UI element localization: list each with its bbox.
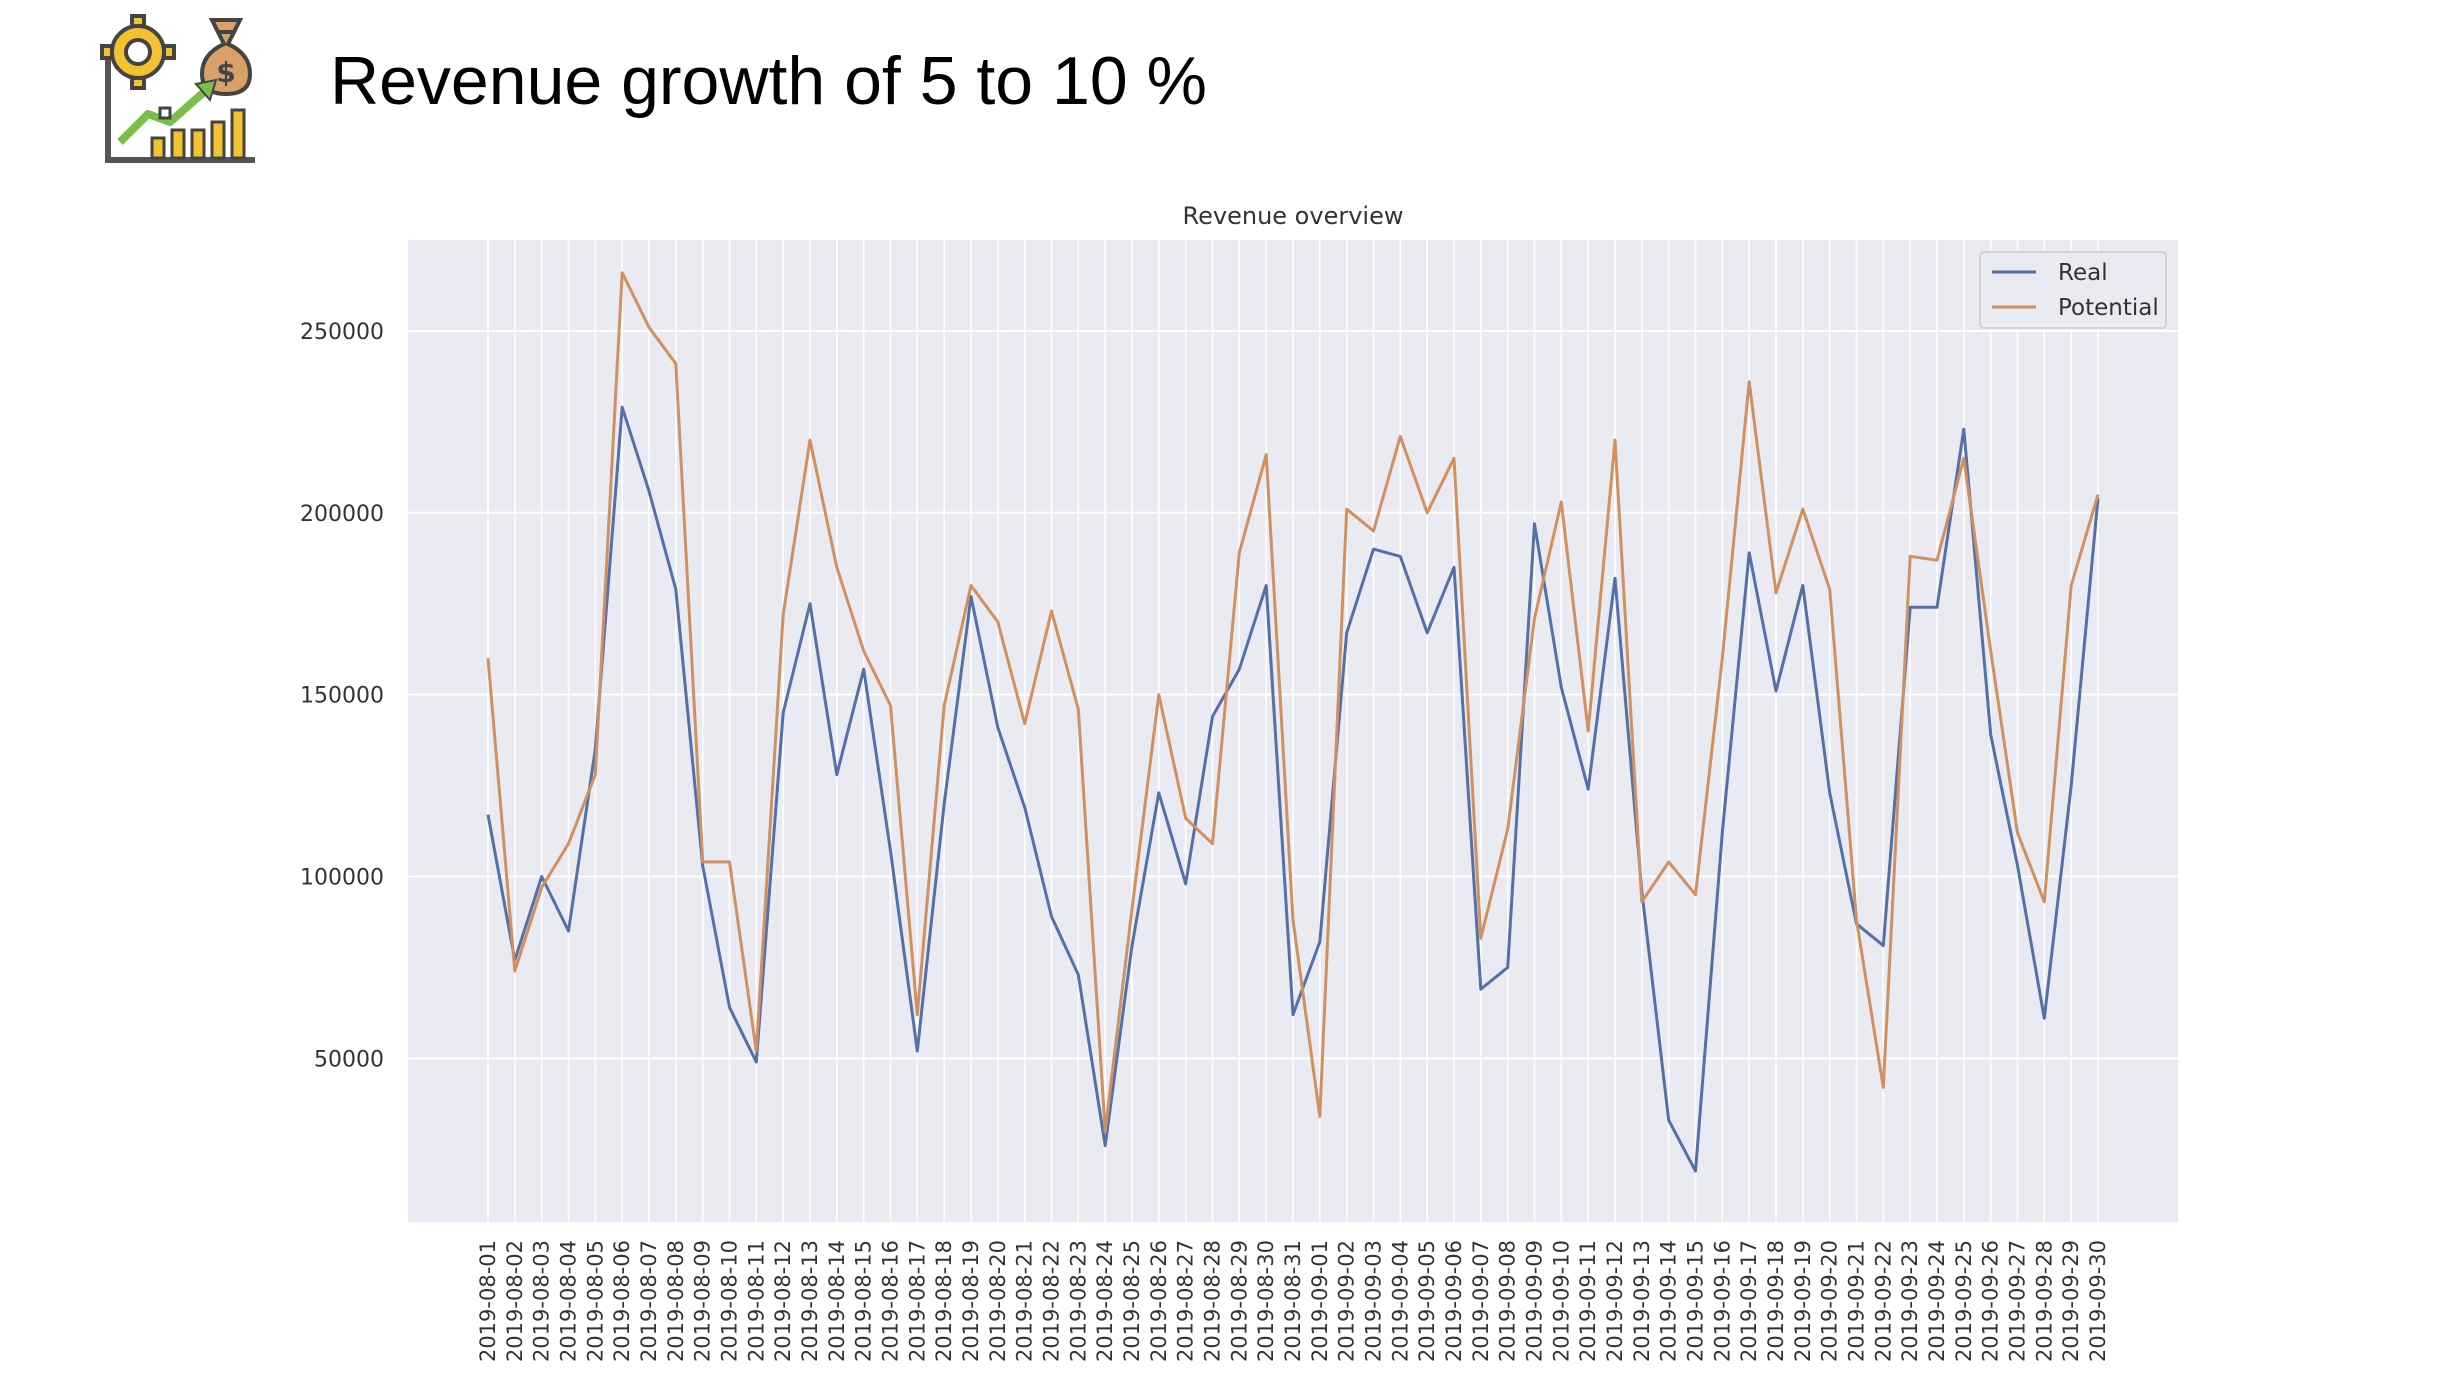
x-tick-label: 2019-08-04 — [557, 1240, 581, 1362]
x-tick-label: 2019-08-11 — [744, 1240, 768, 1362]
x-tick-label: 2019-09-11 — [1576, 1240, 1600, 1362]
gridlines — [408, 240, 2178, 1222]
x-tick-label: 2019-08-22 — [1040, 1240, 1064, 1362]
x-tick-label: 2019-09-02 — [1335, 1240, 1359, 1362]
x-tick-label: 2019-08-28 — [1201, 1240, 1225, 1362]
x-tick-label: 2019-09-09 — [1523, 1240, 1547, 1362]
x-tick-label: 2019-08-12 — [771, 1240, 795, 1362]
x-tick-label: 2019-09-16 — [1710, 1240, 1734, 1362]
y-tick-label: 150000 — [300, 684, 384, 709]
x-tick-label: 2019-08-08 — [664, 1240, 688, 1362]
x-tick-label: 2019-09-25 — [1952, 1240, 1976, 1362]
x-tick-label: 2019-09-12 — [1603, 1240, 1627, 1362]
x-tick-label: 2019-09-07 — [1469, 1240, 1493, 1362]
x-tick-label: 2019-09-15 — [1684, 1240, 1708, 1362]
x-tick-label: 2019-09-24 — [1925, 1240, 1949, 1362]
x-tick-label: 2019-09-01 — [1308, 1240, 1332, 1362]
x-tick-label: 2019-09-18 — [1764, 1240, 1788, 1362]
legend: Real Potential — [1979, 251, 2167, 329]
revenue-growth-icon: $ — [100, 14, 255, 163]
series-lines — [486, 271, 2100, 1173]
x-tick-label: 2019-08-02 — [503, 1240, 527, 1362]
x-tick-label: 2019-09-03 — [1362, 1240, 1386, 1362]
x-tick-label: 2019-09-23 — [1898, 1240, 1922, 1362]
x-tick-label: 2019-09-10 — [1549, 1240, 1573, 1362]
x-tick-label: 2019-08-23 — [1066, 1240, 1090, 1362]
chart-title: Revenue overview — [1183, 202, 1404, 230]
x-tick-label: 2019-09-20 — [1818, 1240, 1842, 1362]
x-tick-label: 2019-09-22 — [1871, 1240, 1895, 1362]
x-tick-label: 2019-08-13 — [798, 1240, 822, 1362]
legend-label-potential: Potential — [2058, 295, 2159, 321]
x-tick-label: 2019-08-06 — [610, 1240, 634, 1362]
svg-text:$: $ — [216, 56, 235, 89]
y-tick-labels: 50000 100000 150000 200000 250000 — [300, 320, 384, 1072]
x-tick-label: 2019-08-07 — [637, 1240, 661, 1362]
x-tick-label: 2019-08-03 — [530, 1240, 554, 1362]
x-tick-label: 2019-08-31 — [1281, 1240, 1305, 1362]
x-tick-label: 2019-08-26 — [1147, 1240, 1171, 1362]
x-tick-label: 2019-08-09 — [691, 1240, 715, 1362]
legend-label-real: Real — [2058, 260, 2108, 286]
x-tick-label: 2019-09-30 — [2086, 1240, 2110, 1362]
x-tick-label: 2019-09-28 — [2032, 1240, 2056, 1362]
x-tick-label: 2019-09-04 — [1388, 1240, 1412, 1362]
x-tick-label: 2019-09-05 — [1415, 1240, 1439, 1362]
x-tick-label: 2019-08-30 — [1254, 1240, 1278, 1362]
x-tick-label: 2019-09-21 — [1845, 1240, 1869, 1362]
x-tick-label: 2019-08-16 — [879, 1240, 903, 1362]
x-tick-label: 2019-08-20 — [986, 1240, 1010, 1362]
y-tick-label: 100000 — [300, 865, 384, 890]
x-tick-label: 2019-08-15 — [852, 1240, 876, 1362]
x-tick-labels: 2019-08-01 2019-08-02 2019-08-03 2019-08-04… — [476, 1240, 2110, 1362]
series-line-real — [486, 405, 2100, 1173]
x-tick-label: 2019-08-29 — [1227, 1240, 1251, 1362]
x-tick-label: 2019-08-21 — [1013, 1240, 1037, 1362]
x-tick-label: 2019-08-14 — [825, 1240, 849, 1362]
y-tick-label: 250000 — [300, 320, 384, 345]
x-tick-label: 2019-09-06 — [1442, 1240, 1466, 1362]
x-tick-label: 2019-09-29 — [2059, 1240, 2083, 1362]
x-tick-label: 2019-09-27 — [2006, 1240, 2030, 1362]
y-tick-label: 50000 — [314, 1047, 384, 1072]
x-tick-label: 2019-08-19 — [959, 1240, 983, 1362]
x-tick-label: 2019-08-27 — [1174, 1240, 1198, 1362]
x-tick-label: 2019-08-10 — [718, 1240, 742, 1362]
x-tick-label: 2019-09-17 — [1737, 1240, 1761, 1362]
x-tick-label: 2019-08-17 — [905, 1240, 929, 1362]
y-tick-label: 200000 — [300, 502, 384, 527]
x-tick-label: 2019-09-14 — [1657, 1240, 1681, 1362]
x-tick-label: 2019-08-18 — [932, 1240, 956, 1362]
x-tick-label: 2019-08-05 — [583, 1240, 607, 1362]
x-tick-label: 2019-09-08 — [1496, 1240, 1520, 1362]
x-tick-label: 2019-09-26 — [1979, 1240, 2003, 1362]
x-tick-label: 2019-08-25 — [1120, 1240, 1144, 1362]
slide-title: Revenue growth of 5 to 10 % — [330, 43, 1207, 119]
x-tick-label: 2019-09-13 — [1630, 1240, 1654, 1362]
x-tick-label: 2019-09-19 — [1791, 1240, 1815, 1362]
series-line-potential — [486, 271, 2100, 1133]
x-tick-label: 2019-08-01 — [476, 1240, 500, 1362]
x-tick-label: 2019-08-24 — [1093, 1240, 1117, 1362]
